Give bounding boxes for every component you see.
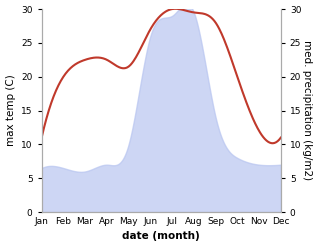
Y-axis label: med. precipitation (kg/m2): med. precipitation (kg/m2) (302, 41, 313, 181)
Y-axis label: max temp (C): max temp (C) (5, 75, 16, 146)
X-axis label: date (month): date (month) (122, 231, 200, 242)
